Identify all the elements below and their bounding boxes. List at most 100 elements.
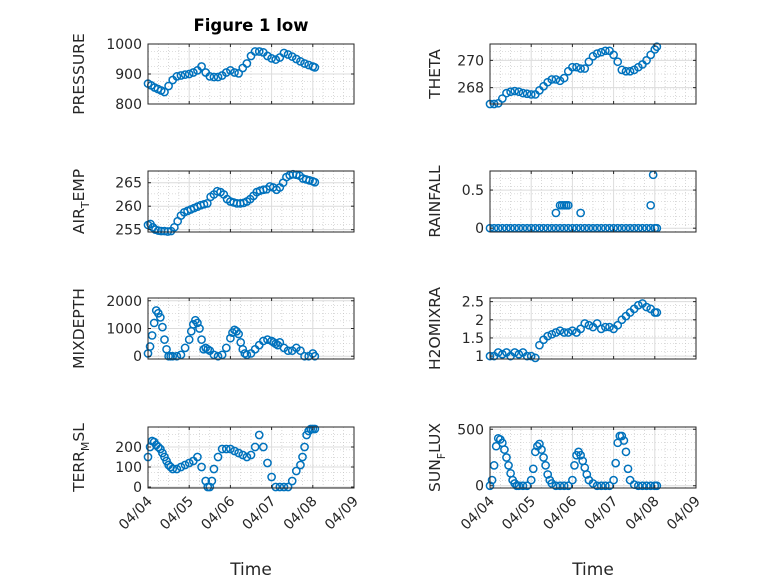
minor-grid: [490, 44, 696, 104]
data-point: [147, 331, 157, 340]
data-point: [234, 69, 243, 78]
data-point: [625, 66, 635, 76]
data-point: [580, 64, 590, 73]
y-axis-label: MIXDEPTH: [70, 288, 88, 369]
subplot-0: 800 900 1000 PRESSURE: [70, 33, 355, 115]
y-tick-label: 0: [475, 479, 484, 495]
x-tick-label: 04/07: [582, 494, 622, 534]
axes-box: [489, 43, 697, 105]
data-series: [485, 42, 662, 109]
data-point: [193, 452, 202, 462]
data-point: [514, 349, 524, 359]
y-label-main: H2OMIXRA: [426, 287, 444, 370]
data-point: [541, 461, 550, 470]
data-point: [213, 452, 223, 462]
data-point: [601, 46, 610, 56]
data-series: [485, 299, 662, 363]
data-point: [209, 350, 219, 360]
data-point: [230, 446, 239, 456]
data-point: [555, 481, 565, 491]
axes-box: [489, 170, 697, 233]
data-point: [551, 328, 561, 337]
y-tick-label: 270: [457, 53, 484, 69]
x-axis-label: Time: [229, 560, 272, 580]
data-series: [143, 424, 320, 492]
data-point: [522, 89, 532, 99]
data-point: [613, 57, 623, 67]
data-point: [584, 320, 594, 330]
data-point: [172, 351, 182, 361]
x-tick-label: 04/08: [281, 494, 321, 534]
data-point: [522, 481, 532, 491]
data-point: [156, 313, 165, 322]
data-point: [547, 329, 557, 339]
x-tick-label: 04/04: [458, 493, 498, 533]
axes-box: [147, 426, 355, 489]
y-label-main: AIR: [70, 208, 88, 234]
y-tick-label: 0: [475, 221, 484, 237]
data-point: [601, 481, 610, 491]
data-point: [596, 47, 606, 57]
data-point: [184, 69, 194, 79]
data-point: [300, 351, 309, 361]
figure-title: Figure 1 low: [193, 16, 308, 35]
data-point: [226, 66, 235, 75]
data-point: [205, 72, 215, 81]
data-point: [207, 476, 217, 486]
data-point: [283, 482, 293, 492]
data-point: [259, 336, 268, 346]
data-point: [539, 453, 548, 462]
y-tick-label: 2000: [106, 294, 142, 310]
y-label-tail: EMP: [70, 169, 88, 202]
data-point: [188, 319, 198, 329]
subplot-4: 0 1000 2000 MIXDEPTH: [70, 288, 355, 369]
data-point: [168, 464, 178, 474]
data-point: [180, 70, 190, 79]
y-axis-label: RAINFALL: [426, 165, 444, 238]
data-point: [609, 50, 618, 60]
data-point: [563, 200, 573, 210]
y-tick-label: 1000: [106, 322, 142, 338]
data-point: [568, 62, 577, 72]
data-point: [592, 481, 602, 491]
data-point: [145, 342, 155, 351]
data-point: [242, 350, 252, 360]
axes-box: [147, 170, 355, 233]
data-point: [576, 64, 585, 73]
y-tick-label: 800: [115, 97, 142, 113]
data-point: [592, 319, 602, 328]
data-point: [217, 444, 227, 454]
data-point: [584, 57, 594, 67]
data-point: [238, 344, 248, 354]
data-point: [172, 72, 182, 81]
subplot-1: 268 270 THETA: [426, 42, 697, 109]
data-point: [275, 338, 285, 347]
y-axis-label: TERRMSL: [70, 423, 92, 493]
data-point: [279, 48, 289, 58]
data-point: [646, 200, 656, 210]
data-point: [559, 73, 569, 83]
data-point: [184, 335, 194, 344]
y-axis-label: SUNFLUX: [426, 423, 448, 492]
data-point: [234, 448, 243, 458]
data-point: [642, 481, 651, 491]
data-point: [259, 185, 268, 195]
data-point: [633, 481, 643, 491]
data-point: [160, 87, 169, 97]
y-label-main: TERR: [70, 451, 88, 493]
data-point: [287, 476, 297, 486]
y-tick-label: 260: [115, 199, 142, 215]
minor-grid: [490, 298, 696, 359]
data-point: [493, 348, 503, 357]
data-point: [502, 88, 511, 98]
data-point: [238, 450, 248, 460]
data-point: [621, 66, 631, 76]
x-tick-label: 04/04: [116, 493, 156, 533]
data-point: [153, 442, 163, 452]
y-axis-label: AIRTEMP: [70, 169, 92, 234]
data-point: [613, 320, 623, 330]
y-label-main: PRESSURE: [70, 33, 88, 115]
data-point: [619, 436, 629, 445]
data-point: [221, 444, 231, 454]
